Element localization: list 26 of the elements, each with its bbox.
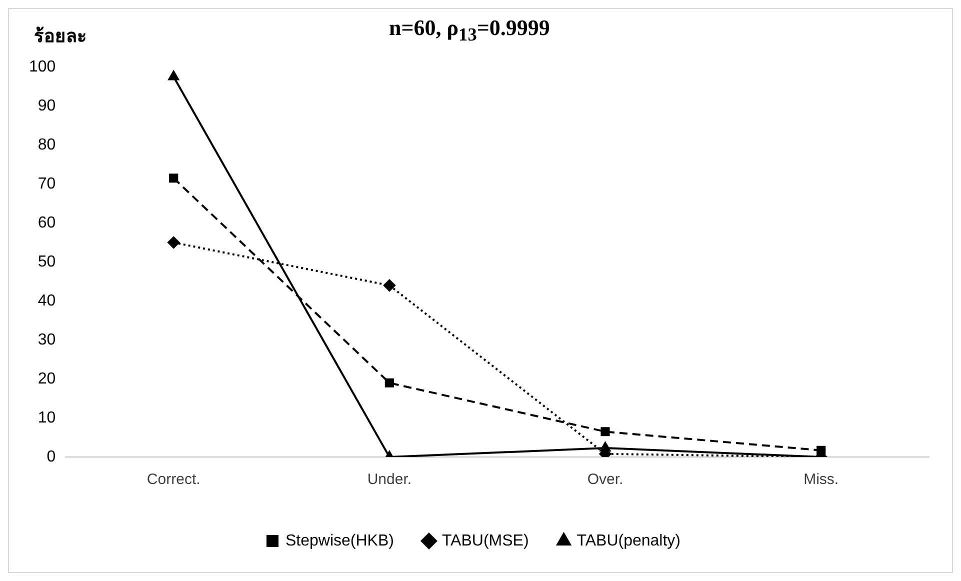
y-tick-label: 30: [38, 331, 56, 348]
y-tick-label: 100: [28, 58, 56, 76]
y-tick-label: 10: [38, 409, 56, 426]
point: [384, 378, 394, 388]
y-tick-label: 20: [38, 370, 56, 388]
legend-label: TABU(penalty): [576, 532, 681, 550]
y-tick-label: 0: [46, 448, 56, 466]
legend-label: Stepwise(HKB): [285, 532, 394, 550]
y-tick-label: 90: [38, 97, 56, 114]
y-tick-label: 60: [38, 214, 56, 232]
x-tick-label: Miss.: [804, 471, 839, 488]
x-tick-label: Correct.: [146, 471, 200, 488]
point: [816, 446, 826, 455]
y-axis-title: ร้อยละ: [34, 25, 87, 49]
y-tick-label: 80: [38, 136, 56, 154]
legend-label: TABU(MSE): [442, 532, 529, 550]
point: [383, 279, 396, 292]
x-tick-label: Over.: [587, 471, 624, 488]
chart-title: n=60, ρ$_{13}$=0.9999: [389, 15, 550, 46]
y-tick-label: 50: [38, 253, 56, 270]
point: [168, 236, 180, 248]
y-tick-label: 40: [38, 292, 56, 310]
point: [169, 174, 178, 183]
x-tick-label: Under.: [367, 471, 412, 488]
y-tick-label: 70: [38, 175, 56, 192]
point: [600, 427, 610, 436]
